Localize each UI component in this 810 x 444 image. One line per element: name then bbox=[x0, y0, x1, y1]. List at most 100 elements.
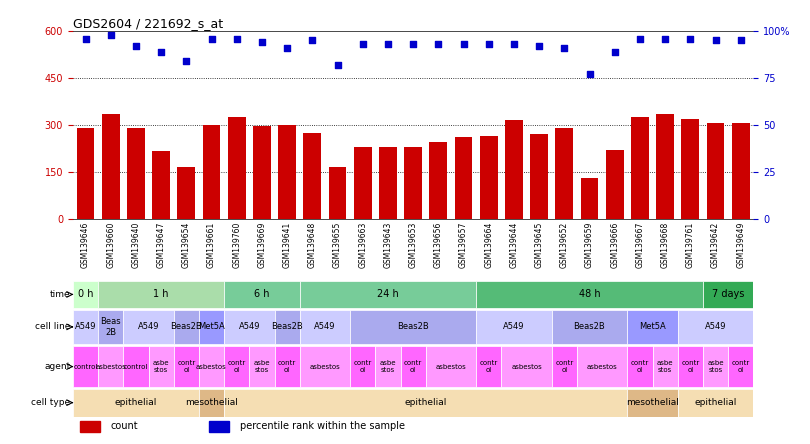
Text: GSM139666: GSM139666 bbox=[610, 222, 619, 268]
Text: GSM139657: GSM139657 bbox=[459, 222, 468, 268]
FancyBboxPatch shape bbox=[703, 346, 728, 387]
Text: 6 h: 6 h bbox=[254, 289, 270, 299]
Point bbox=[583, 71, 596, 78]
FancyBboxPatch shape bbox=[476, 281, 703, 308]
Text: contr
ol: contr ol bbox=[480, 360, 498, 373]
Bar bbox=[77, 128, 94, 218]
Text: asbestos: asbestos bbox=[96, 364, 126, 369]
Text: cell type: cell type bbox=[32, 398, 70, 407]
Text: A549: A549 bbox=[503, 322, 525, 331]
Bar bbox=[505, 120, 522, 218]
Bar bbox=[177, 167, 195, 218]
Bar bbox=[279, 125, 296, 218]
Text: A549: A549 bbox=[705, 322, 727, 331]
FancyBboxPatch shape bbox=[678, 346, 703, 387]
FancyBboxPatch shape bbox=[501, 346, 552, 387]
Text: epithelial: epithelial bbox=[694, 398, 736, 407]
Text: 0 h: 0 h bbox=[78, 289, 93, 299]
Text: GSM139648: GSM139648 bbox=[308, 222, 317, 268]
FancyBboxPatch shape bbox=[426, 346, 476, 387]
Text: agent: agent bbox=[44, 362, 70, 371]
Text: GSM139664: GSM139664 bbox=[484, 222, 493, 268]
Point bbox=[104, 31, 117, 38]
Point bbox=[558, 44, 571, 52]
Bar bbox=[253, 127, 271, 218]
Bar bbox=[454, 137, 472, 218]
Bar bbox=[329, 167, 347, 218]
Point bbox=[432, 41, 445, 48]
FancyBboxPatch shape bbox=[73, 389, 199, 416]
Bar bbox=[209, 421, 229, 432]
Point bbox=[457, 41, 470, 48]
Text: Beas2B: Beas2B bbox=[573, 322, 605, 331]
Text: asbe
stos: asbe stos bbox=[707, 360, 724, 373]
Text: GSM139644: GSM139644 bbox=[509, 222, 518, 268]
Text: A549: A549 bbox=[239, 322, 260, 331]
Bar bbox=[354, 147, 372, 218]
FancyBboxPatch shape bbox=[224, 281, 300, 308]
Text: time: time bbox=[49, 290, 70, 299]
FancyBboxPatch shape bbox=[476, 346, 501, 387]
FancyBboxPatch shape bbox=[148, 346, 173, 387]
Text: GSM139655: GSM139655 bbox=[333, 222, 342, 268]
Text: 48 h: 48 h bbox=[578, 289, 600, 299]
Text: GSM139663: GSM139663 bbox=[358, 222, 367, 268]
Bar bbox=[379, 147, 397, 218]
Point bbox=[306, 37, 319, 44]
Point bbox=[734, 37, 747, 44]
Text: Met5A: Met5A bbox=[639, 322, 666, 331]
Text: asbe
stos: asbe stos bbox=[380, 360, 396, 373]
Text: asbestos: asbestos bbox=[586, 364, 617, 369]
Text: GSM139647: GSM139647 bbox=[156, 222, 165, 268]
FancyBboxPatch shape bbox=[73, 281, 98, 308]
Point bbox=[79, 35, 92, 42]
FancyBboxPatch shape bbox=[300, 309, 350, 344]
Text: A549: A549 bbox=[75, 322, 96, 331]
FancyBboxPatch shape bbox=[199, 389, 224, 416]
FancyBboxPatch shape bbox=[123, 346, 148, 387]
Bar bbox=[681, 119, 699, 218]
Point bbox=[230, 35, 243, 42]
FancyBboxPatch shape bbox=[350, 346, 375, 387]
FancyBboxPatch shape bbox=[300, 281, 476, 308]
FancyBboxPatch shape bbox=[199, 346, 224, 387]
Bar bbox=[127, 128, 145, 218]
FancyBboxPatch shape bbox=[552, 309, 627, 344]
FancyBboxPatch shape bbox=[627, 389, 678, 416]
FancyBboxPatch shape bbox=[275, 346, 300, 387]
Text: 1 h: 1 h bbox=[153, 289, 168, 299]
Text: 24 h: 24 h bbox=[377, 289, 399, 299]
Bar bbox=[480, 136, 497, 218]
Bar bbox=[531, 134, 548, 218]
FancyBboxPatch shape bbox=[350, 309, 476, 344]
FancyBboxPatch shape bbox=[123, 309, 173, 344]
Bar bbox=[606, 150, 624, 218]
Text: contr
ol: contr ol bbox=[681, 360, 699, 373]
Bar bbox=[656, 114, 674, 218]
Text: asbestos: asbestos bbox=[511, 364, 542, 369]
Text: GSM139669: GSM139669 bbox=[258, 222, 266, 268]
Bar bbox=[202, 125, 220, 218]
Bar bbox=[556, 128, 573, 218]
FancyBboxPatch shape bbox=[224, 346, 249, 387]
Text: contr
ol: contr ol bbox=[555, 360, 573, 373]
Text: Met5A: Met5A bbox=[198, 322, 225, 331]
FancyBboxPatch shape bbox=[73, 346, 98, 387]
Point bbox=[130, 43, 143, 50]
Text: GSM139646: GSM139646 bbox=[81, 222, 90, 268]
Text: contr
ol: contr ol bbox=[631, 360, 649, 373]
Point bbox=[205, 35, 218, 42]
FancyBboxPatch shape bbox=[98, 346, 123, 387]
Text: contr
ol: contr ol bbox=[731, 360, 750, 373]
Text: Beas2B: Beas2B bbox=[271, 322, 303, 331]
Text: control: control bbox=[74, 364, 98, 369]
Point bbox=[659, 35, 671, 42]
Bar bbox=[732, 123, 749, 218]
Text: contr
ol: contr ol bbox=[177, 360, 195, 373]
Point bbox=[608, 48, 621, 55]
Point bbox=[482, 41, 495, 48]
Text: mesothelial: mesothelial bbox=[626, 398, 679, 407]
Point bbox=[356, 41, 369, 48]
Text: cell line: cell line bbox=[35, 322, 70, 331]
Text: GSM139661: GSM139661 bbox=[207, 222, 216, 268]
